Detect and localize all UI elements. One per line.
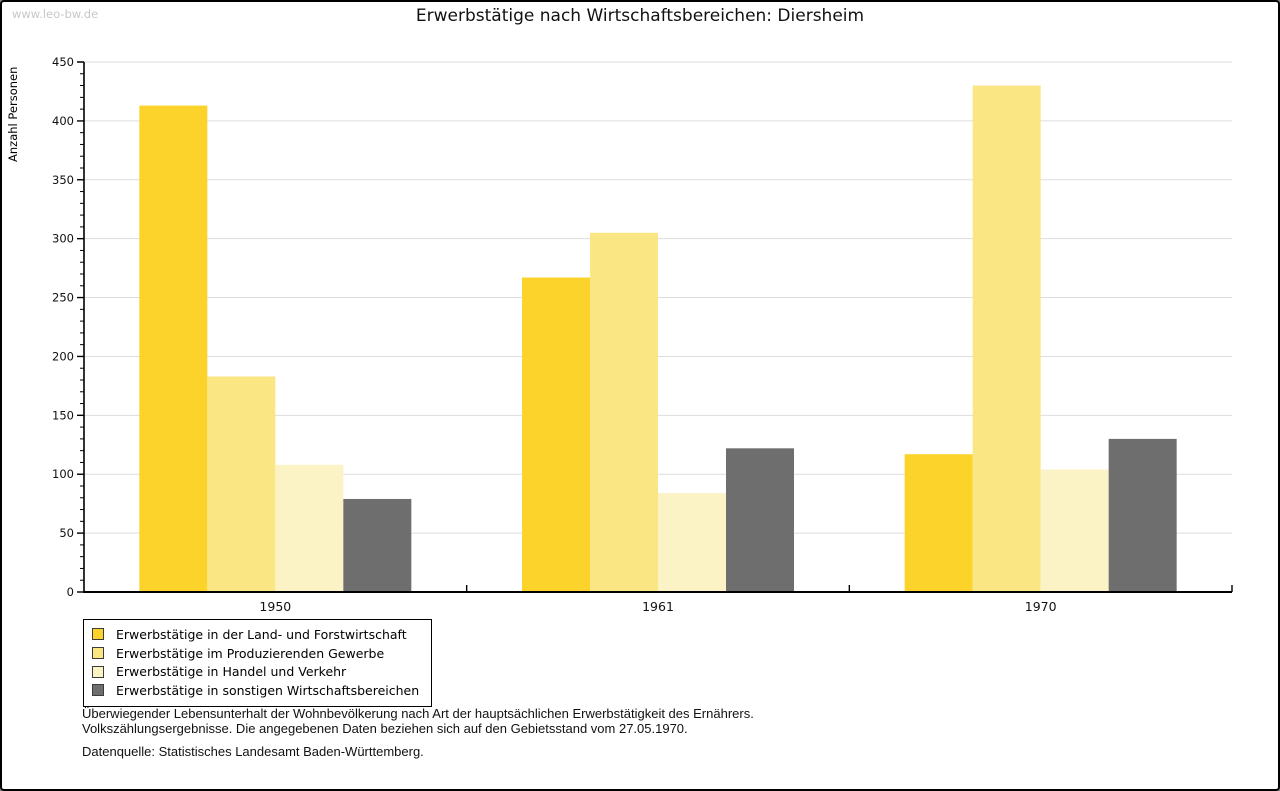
- y-tick-label: 150: [52, 408, 74, 422]
- legend-label-produzierendes-gewerbe: Erwerbstätige im Produzierenden Gewerbe: [116, 645, 385, 661]
- footer-line-2: Volkszählungsergebnisse. Die angegebenen…: [82, 720, 688, 736]
- legend-row-land-und-forstwirtschaft: Erwerbstätige in der Land- und Forstwirt…: [92, 625, 419, 644]
- bar-1961-land-und-forstwirtschaft: [522, 277, 590, 592]
- y-tick-label: 0: [67, 585, 74, 599]
- x-tick-label: 1970: [1025, 599, 1057, 614]
- y-tick-label: 100: [52, 467, 74, 481]
- bar-1950-land-und-forstwirtschaft: [139, 105, 208, 593]
- bar-1950-handel-und-verkehr: [275, 464, 344, 592]
- bar-1961-produzierendes-gewerbe: [590, 232, 658, 592]
- data-source-line: Datenquelle: Statistisches Landesamt Bad…: [82, 744, 424, 760]
- y-tick-label: 200: [52, 349, 74, 363]
- y-tick-label: 300: [52, 232, 74, 246]
- footer-line-1: Überwiegender Lebensunterhalt der Wohnbe…: [82, 706, 754, 721]
- bar-1970-land-und-forstwirtschaft: [904, 454, 973, 592]
- bar-1961-sonstige-wirtschaftsbereiche: [726, 448, 794, 592]
- y-tick-label: 250: [52, 291, 74, 305]
- legend-label-sonstige-wirtschaftsbereiche: Erwerbstätige in sonstigen Wirtschaftsbe…: [116, 682, 420, 698]
- legend: Erwerbstätige in der Land- und Forstwirt…: [83, 619, 433, 707]
- x-tick-label: 1961: [642, 599, 674, 614]
- x-tick-label: 1950: [259, 599, 291, 614]
- chart-title: Erwerbstätige nach Wirtschaftsbereichen:…: [415, 6, 865, 26]
- y-tick-label: 350: [52, 173, 74, 187]
- legend-row-produzierendes-gewerbe: Erwerbstätige im Produzierenden Gewerbe: [92, 644, 419, 663]
- legend-swatch-land-und-forstwirtschaft: [92, 628, 104, 641]
- legend-swatch-handel-und-verkehr: [92, 665, 104, 678]
- bar-1970-produzierendes-gewerbe: [972, 85, 1041, 593]
- footer-notes: Überwiegender Lebensunterhalt der Wohnbe…: [82, 706, 754, 760]
- watermark-leo-bw: www.leo-bw.de: [12, 7, 99, 21]
- legend-swatch-sonstige-wirtschaftsbereiche: [92, 684, 104, 697]
- legend-label-handel-und-verkehr: Erwerbstätige in Handel und Verkehr: [116, 664, 347, 680]
- y-tick-label: 450: [52, 55, 74, 69]
- bar-1961-handel-und-verkehr: [658, 493, 726, 592]
- bar-1950-sonstige-wirtschaftsbereiche: [343, 498, 412, 592]
- bar-1950-produzierendes-gewerbe: [207, 376, 276, 592]
- y-tick-label: 50: [59, 526, 74, 540]
- legend-swatch-produzierendes-gewerbe: [92, 647, 104, 660]
- legend-row-sonstige-wirtschaftsbereiche: Erwerbstätige in sonstigen Wirtschaftsbe…: [92, 681, 419, 700]
- legend-row-handel-und-verkehr: Erwerbstätige in Handel und Verkehr: [92, 662, 419, 681]
- y-tick-label: 400: [52, 114, 74, 128]
- legend-label-land-und-forstwirtschaft: Erwerbstätige in der Land- und Forstwirt…: [116, 626, 407, 642]
- bar-1970-handel-und-verkehr: [1040, 469, 1109, 592]
- bar-1970-sonstige-wirtschaftsbereiche: [1108, 438, 1177, 592]
